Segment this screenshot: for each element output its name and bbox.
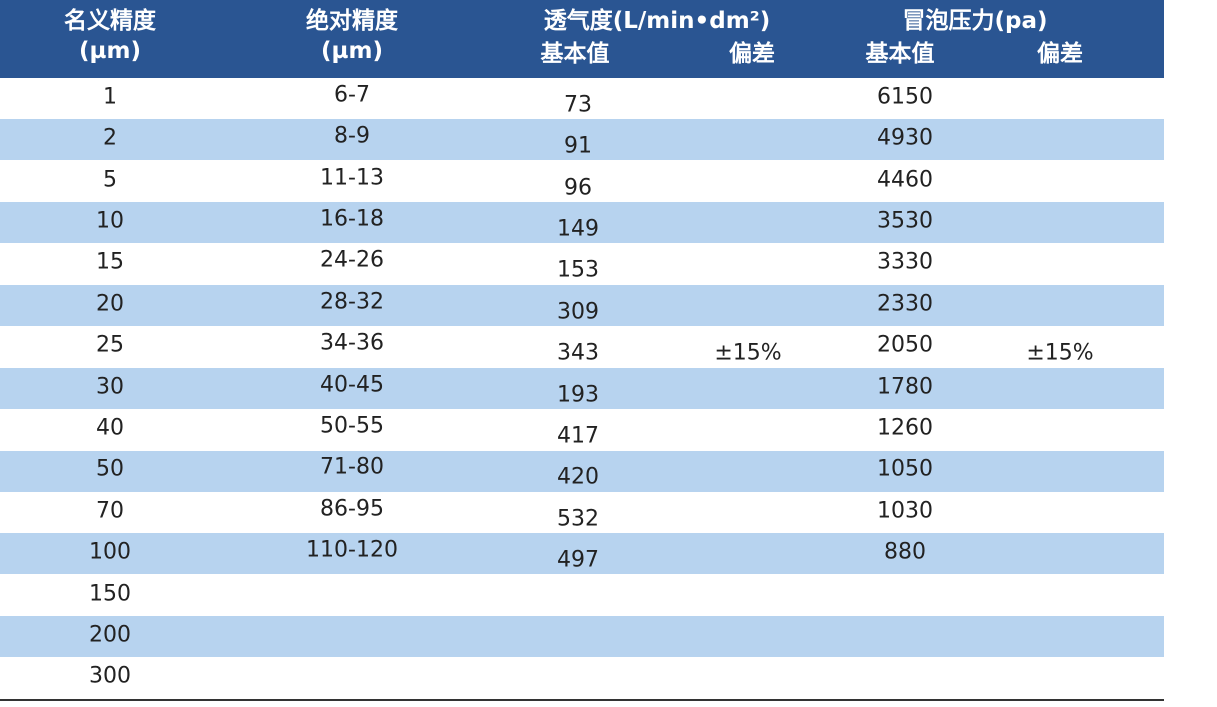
row-stripe (0, 367, 1164, 409)
row-stripe (0, 450, 1164, 492)
table-cell: 2330 (877, 291, 933, 317)
table-cell: 110-120 (306, 537, 398, 563)
header-title: 冒泡压力(pa) (902, 8, 1048, 34)
header-unit: (µm) (79, 38, 141, 64)
header-title: 透气度(L/min•dm²) (543, 8, 771, 34)
table-cell: 343 (557, 340, 599, 366)
bottom-rule (0, 699, 1164, 701)
table-cell: 8-9 (334, 123, 370, 149)
row-stripe (0, 285, 1164, 326)
table-cell: 193 (557, 382, 599, 407)
table-cell: 73 (564, 92, 592, 118)
table-cell: 200 (89, 622, 131, 648)
table-cell: 420 (557, 464, 599, 490)
table-cell: 1030 (877, 498, 933, 524)
row-stripe (0, 616, 1164, 658)
table-cell: 2050 (877, 332, 933, 358)
header-subtitle: 基本值 (540, 41, 610, 67)
table-cell: 3530 (877, 208, 933, 234)
table-cell: 16-18 (320, 206, 384, 232)
table-cell: 30 (96, 374, 124, 399)
row-stripe (0, 533, 1164, 575)
permeability-deviation: ±15% (714, 340, 782, 366)
table-cell: 1 (103, 84, 117, 110)
table-cell: 6150 (877, 84, 933, 110)
table-cell: 1780 (877, 374, 933, 399)
table-cell: 11-13 (320, 165, 384, 190)
table-cell: 150 (89, 581, 131, 606)
header-band (0, 0, 1164, 78)
table-cell: 1260 (877, 415, 933, 441)
table-cell: 50 (96, 456, 124, 482)
table-cell: 309 (557, 299, 599, 325)
table-cell: 880 (884, 539, 926, 565)
table-cell: 96 (564, 175, 592, 200)
table-cell: 24-26 (320, 247, 384, 273)
table-cell: 28-32 (320, 289, 384, 315)
table-cell: 153 (557, 257, 599, 283)
table-cell: 25 (96, 332, 124, 358)
header-subtitle: 基本值 (865, 41, 935, 67)
table-cell: 50-55 (320, 413, 384, 439)
header-title: 名义精度 (64, 8, 156, 34)
header-subtitle: 偏差 (1037, 41, 1083, 67)
table-cell: 5 (103, 167, 117, 192)
header-unit: (µm) (321, 38, 383, 64)
table-cell: 100 (89, 539, 131, 565)
table-cell: 497 (557, 547, 599, 573)
table-cell: 10 (96, 208, 124, 234)
table-cell: 4930 (877, 125, 933, 151)
bubble-deviation: ±15% (1026, 340, 1094, 366)
table-cell: 532 (557, 506, 599, 532)
header-subtitle: 偏差 (729, 41, 775, 67)
table-cell: 40-45 (320, 372, 384, 397)
table-cell: 15 (96, 249, 124, 275)
header-title: 绝对精度 (306, 8, 398, 34)
table-cell: 91 (564, 133, 592, 159)
row-stripe (0, 202, 1164, 244)
table-cell: 417 (557, 423, 599, 449)
table-cell: 71-80 (320, 454, 384, 480)
table-cell: 300 (89, 663, 131, 689)
table-cell: 40 (96, 415, 124, 441)
table-cell: 149 (557, 216, 599, 242)
table-cell: 34-36 (320, 330, 384, 356)
table-cell: 3330 (877, 249, 933, 275)
table-cell: 2 (103, 125, 117, 151)
row-stripe (0, 119, 1164, 161)
table-cell: 20 (96, 291, 124, 317)
table-cell: 70 (96, 498, 124, 524)
table-cell: 1050 (877, 456, 933, 482)
table-cell: 4460 (877, 167, 933, 192)
table-cell: 6-7 (334, 82, 370, 108)
table-cell: 86-95 (320, 496, 384, 522)
